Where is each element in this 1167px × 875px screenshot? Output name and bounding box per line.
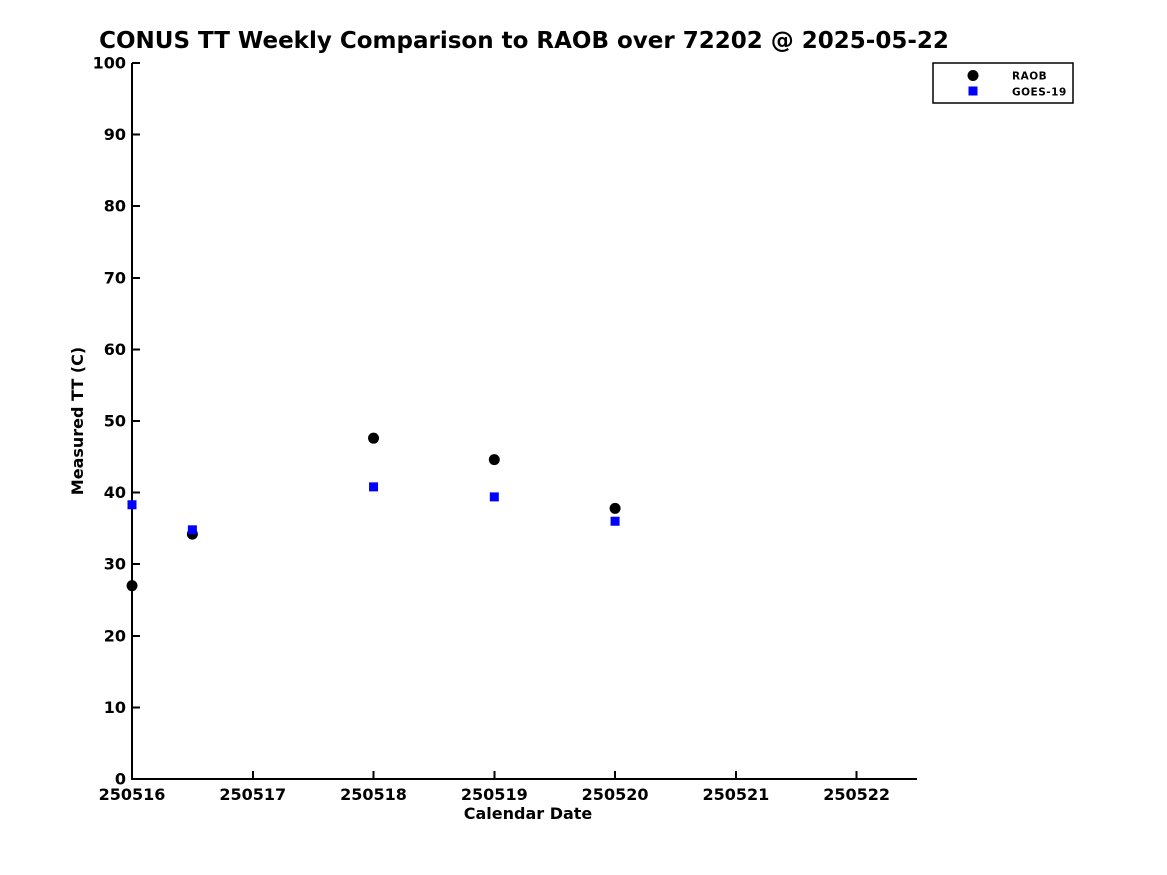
axes: [131, 63, 917, 780]
y-tick-label: 10: [104, 698, 126, 717]
y-tick-label: 100: [93, 54, 126, 73]
y-tick-label: 90: [104, 125, 126, 144]
legend-label-raob: RAOB: [1012, 71, 1047, 83]
goes-19-point: [127, 500, 137, 510]
goes-19-point: [610, 516, 620, 526]
x-tick-label: 250519: [461, 785, 528, 804]
legend: RAOB GOES-19: [932, 62, 1074, 104]
legend-label-goes-19: GOES-19: [1012, 87, 1067, 99]
raob-point: [488, 454, 500, 466]
y-tick-label: 40: [104, 483, 126, 502]
x-tick-label: 250521: [702, 785, 769, 804]
y-tick-label: 20: [104, 626, 126, 645]
y-tick-label: 0: [115, 770, 126, 789]
x-tick-label: 250520: [582, 785, 649, 804]
chart-title: CONUS TT Weekly Comparison to RAOB over …: [99, 28, 949, 54]
x-tick-label: 250517: [219, 785, 286, 804]
x-axis-ticks: 250516 250517 250518 250519 250520 250521 2505…: [99, 771, 890, 804]
raob-point: [368, 432, 380, 444]
x-axis-label: Calendar Date: [464, 804, 593, 823]
y-axis-label: Measured TT (C): [68, 347, 87, 495]
raob-point: [126, 580, 138, 592]
y-tick-label: 30: [104, 555, 126, 574]
goes-19-point: [369, 482, 379, 492]
x-tick-label: 250522: [823, 785, 890, 804]
y-axis-ticks: 0 10 20 30 40 50 60 70 80 90 100: [93, 54, 140, 789]
y-tick-label: 80: [104, 197, 126, 216]
raob-point: [609, 502, 621, 514]
y-tick-label: 50: [104, 412, 126, 431]
data-points: [126, 432, 621, 592]
legend-marker-goes-19-icon: [968, 86, 978, 96]
x-tick-label: 250518: [340, 785, 407, 804]
legend-box: [932, 62, 1074, 104]
goes-19-point: [187, 525, 197, 535]
legend-marker-raob-icon: [967, 70, 979, 81]
y-tick-label: 60: [104, 340, 126, 359]
y-tick-label: 70: [104, 268, 126, 287]
goes-19-point: [489, 492, 499, 502]
x-tick-label: 250516: [99, 785, 166, 804]
